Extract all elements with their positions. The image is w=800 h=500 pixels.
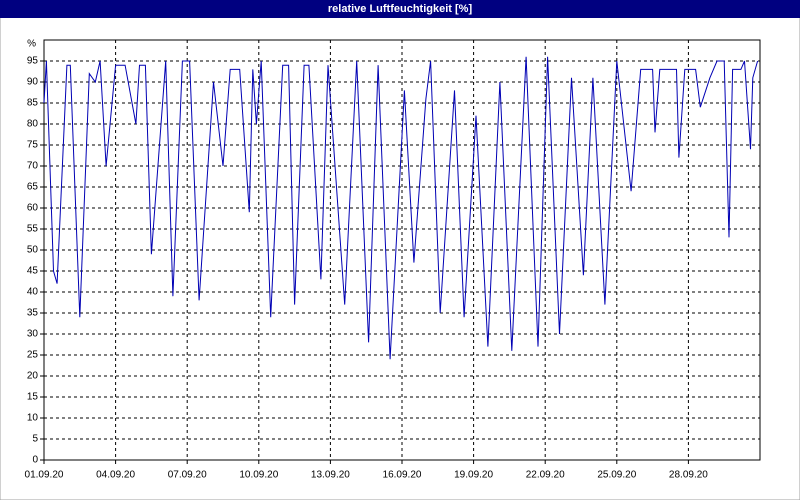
x-tick-label: 01.09.20 [25, 470, 64, 481]
y-tick-label: 50 [27, 245, 39, 256]
x-tick-label: 04.09.20 [96, 470, 135, 481]
x-tick-label: 13.09.20 [311, 470, 350, 481]
chart-title: relative Luftfeuchtigkeit [%] [328, 3, 473, 15]
x-tick-label: 28.09.20 [669, 470, 708, 481]
x-tick-label: 22.09.20 [526, 470, 565, 481]
y-tick-label: 80 [27, 119, 39, 130]
y-tick-label: 60 [27, 203, 39, 214]
y-tick-label: 85 [27, 98, 39, 109]
series-line [43, 56, 759, 360]
y-tick-label: 5 [32, 434, 38, 445]
y-tick-label: 0 [32, 455, 38, 466]
y-tick-label: 95 [27, 56, 39, 67]
x-tick-label: 10.09.20 [239, 470, 278, 481]
y-tick-label: 70 [27, 161, 39, 172]
y-tick-label: 40 [27, 287, 39, 298]
x-tick-label: 19.09.20 [454, 470, 493, 481]
y-tick-label: 35 [27, 308, 39, 319]
x-tick-label: 16.09.20 [383, 470, 422, 481]
y-axis-label: % [27, 39, 36, 50]
y-tick-label: 30 [27, 329, 39, 340]
y-tick-label: 45 [27, 266, 39, 277]
x-tick-label: 25.09.20 [597, 470, 636, 481]
x-tick-label: 07.09.20 [168, 470, 207, 481]
y-tick-label: 25 [27, 350, 39, 361]
y-tick-label: 15 [27, 392, 39, 403]
title-bar [0, 0, 800, 18]
y-tick-label: 65 [27, 182, 39, 193]
y-tick-label: 20 [27, 371, 39, 382]
y-tick-label: 55 [27, 224, 39, 235]
y-tick-label: 10 [27, 413, 39, 424]
y-tick-label: 90 [27, 77, 39, 88]
y-tick-label: 75 [27, 140, 39, 151]
